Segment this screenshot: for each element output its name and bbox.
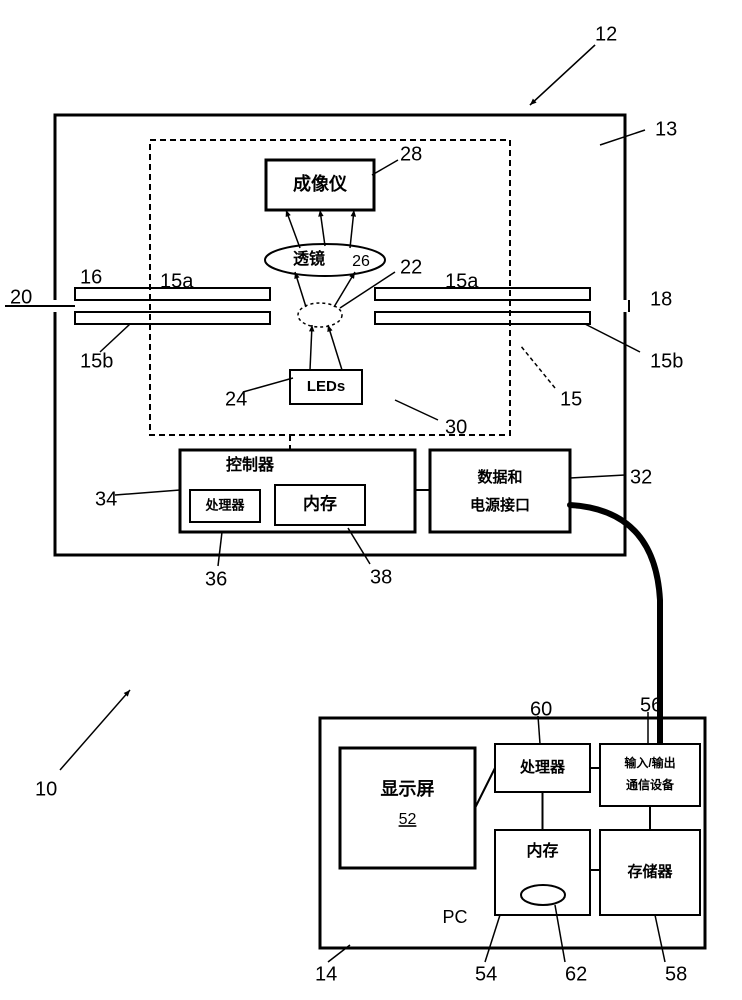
svg-text:38: 38 <box>370 566 392 588</box>
svg-text:15a: 15a <box>445 270 479 292</box>
svg-text:54: 54 <box>475 963 497 985</box>
svg-text:成像仪: 成像仪 <box>293 173 348 194</box>
svg-text:20: 20 <box>10 286 32 308</box>
svg-text:56: 56 <box>640 694 662 716</box>
svg-text:34: 34 <box>95 488 117 510</box>
svg-text:60: 60 <box>530 698 552 720</box>
svg-text:PC: PC <box>442 907 467 927</box>
svg-text:15a: 15a <box>160 270 194 292</box>
svg-text:36: 36 <box>205 568 227 590</box>
svg-text:15: 15 <box>560 388 582 410</box>
svg-text:62: 62 <box>565 963 587 985</box>
svg-text:12: 12 <box>595 23 617 45</box>
svg-text:16: 16 <box>80 266 102 288</box>
svg-text:输入/输出: 输入/输出 <box>624 755 675 770</box>
svg-text:26: 26 <box>352 253 370 270</box>
svg-text:内存: 内存 <box>526 841 558 860</box>
svg-text:通信设备: 通信设备 <box>626 777 675 792</box>
svg-text:22: 22 <box>400 256 422 278</box>
svg-text:58: 58 <box>665 963 687 985</box>
svg-text:透镜: 透镜 <box>293 249 325 268</box>
svg-text:13: 13 <box>655 118 677 140</box>
svg-text:LEDs: LEDs <box>307 378 345 395</box>
svg-text:存储器: 存储器 <box>627 862 673 880</box>
svg-text:数据和: 数据和 <box>477 468 522 486</box>
svg-text:电源接口: 电源接口 <box>470 496 530 514</box>
svg-text:28: 28 <box>400 143 422 165</box>
svg-text:15b: 15b <box>650 350 683 372</box>
svg-text:14: 14 <box>315 963 337 985</box>
svg-text:24: 24 <box>225 388 247 410</box>
block-diagram: 12 13 成像仪 28 透镜 26 22 LEDs 24 16 20 15a 15a 18 15b 15b 1… <box>0 0 742 1000</box>
svg-text:处理器: 处理器 <box>204 497 245 512</box>
svg-text:显示屏: 显示屏 <box>381 779 435 799</box>
svg-text:控制器: 控制器 <box>226 455 275 474</box>
svg-text:32: 32 <box>630 466 652 488</box>
svg-text:10: 10 <box>35 778 57 800</box>
svg-text:30: 30 <box>445 416 467 438</box>
svg-text:15b: 15b <box>80 350 113 372</box>
svg-text:内存: 内存 <box>303 493 337 513</box>
svg-text:18: 18 <box>650 288 672 310</box>
svg-text:处理器: 处理器 <box>519 758 566 776</box>
svg-text:52: 52 <box>399 811 417 828</box>
